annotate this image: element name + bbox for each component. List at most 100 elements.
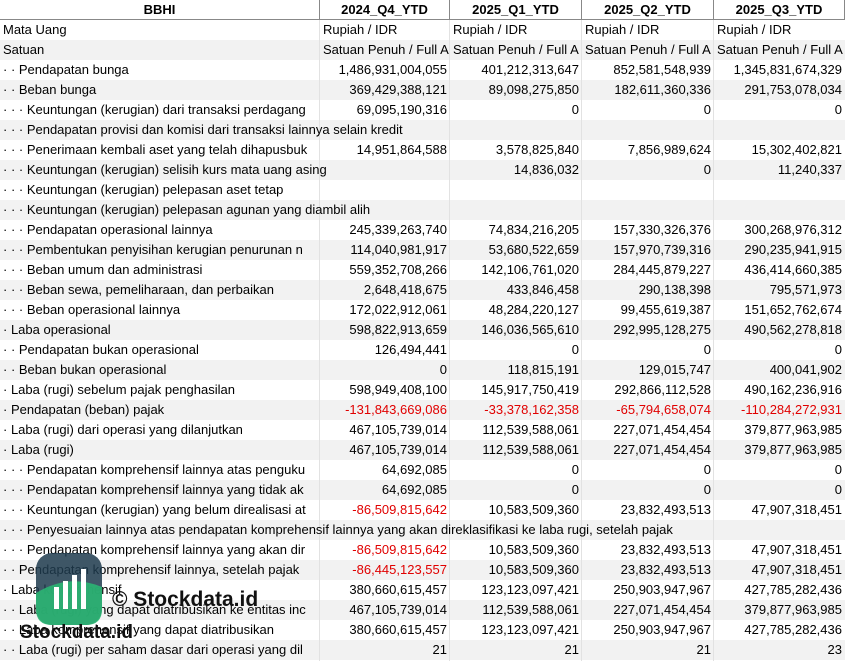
- value-cell: 129,015,747: [638, 362, 711, 377]
- header-cell: 2025_Q2_YTD: [582, 0, 714, 20]
- row-label: · · Beban bunga: [3, 82, 97, 97]
- row-label: · · · Keuntungan (kerugian) pelepasan ag…: [3, 202, 371, 217]
- table-row: · Pendapatan (beban) pajak -131,843,669,0…: [0, 400, 845, 420]
- value-cell: 172,022,912,061: [349, 302, 447, 317]
- header-row: BBHI 2024_Q4_YTD 2025_Q1_YTD 2025_Q2_YTD 202…: [0, 0, 845, 20]
- row-label: Mata Uang: [3, 22, 67, 37]
- row-label: · Laba operasional: [3, 322, 111, 337]
- value-cell: 795,571,973: [769, 282, 842, 297]
- value-cell: 290,235,941,915: [744, 242, 842, 257]
- value-cell: 21: [432, 642, 447, 657]
- value-cell: 0: [834, 462, 842, 477]
- value-cell: 10,583,509,360: [488, 562, 579, 577]
- value-cell: 123,123,097,421: [481, 582, 579, 597]
- value-cell: 467,105,739,014: [349, 422, 447, 437]
- value-cell: 379,877,963,985: [744, 422, 842, 437]
- row-label: · Laba (rugi): [3, 442, 74, 457]
- value-cell: 64,692,085: [381, 462, 447, 477]
- table-row: · · · Pendapatan komprehensif lainnya ya…: [0, 480, 845, 500]
- value-cell: -86,445,123,557: [352, 562, 447, 577]
- table-row: · Laba (rugi) dari operasi yang dilanjut…: [0, 420, 845, 440]
- value-cell: 380,660,615,457: [349, 582, 447, 597]
- value-cell: 380,660,615,457: [349, 622, 447, 637]
- value-cell: 69,095,190,316: [356, 102, 447, 117]
- value-cell: Satuan Penuh / Full A: [323, 42, 449, 57]
- value-cell: 284,445,879,227: [613, 262, 711, 277]
- table-row: Satuan Satuan Penuh / Full A Satuan Penuh …: [0, 40, 845, 60]
- value-cell: 436,414,660,385: [744, 262, 842, 277]
- value-cell: 157,970,739,316: [613, 242, 711, 257]
- value-cell: 182,611,360,336: [614, 82, 711, 97]
- value-cell: -110,284,272,931: [741, 402, 842, 417]
- value-cell: 290,138,398: [638, 282, 711, 297]
- value-cell: 379,877,963,985: [744, 602, 842, 617]
- row-label: · · Pendapatan bukan operasional: [3, 342, 199, 357]
- column-divider: [713, 20, 714, 661]
- table-row: · · · Pembentukan penyisihan kerugian pe…: [0, 240, 845, 260]
- value-cell: 490,562,278,818: [744, 322, 842, 337]
- value-cell: 47,907,318,451: [751, 542, 842, 557]
- value-cell: 0: [571, 482, 579, 497]
- value-cell: 118,815,191: [507, 362, 579, 377]
- value-cell: 1,486,931,004,055: [338, 62, 447, 77]
- value-cell: 23: [827, 642, 842, 657]
- value-cell: 467,105,739,014: [349, 602, 447, 617]
- value-cell: 74,834,216,205: [488, 222, 579, 237]
- value-cell: 14,951,864,588: [356, 142, 447, 157]
- value-cell: 852,581,548,939: [613, 62, 711, 77]
- table-row: · Laba (rugi) 467,105,739,014 112,539,588,…: [0, 440, 845, 460]
- value-cell: 21: [696, 642, 711, 657]
- value-cell: 250,903,947,967: [613, 622, 711, 637]
- value-cell: 427,785,282,436: [744, 582, 842, 597]
- value-cell: 23,832,493,513: [620, 542, 711, 557]
- row-label: · · Beban bukan operasional: [3, 362, 167, 377]
- value-cell: 0: [571, 102, 579, 117]
- row-label: · · Laba (rugi) per saham dasar dari ope…: [3, 642, 303, 657]
- value-cell: 433,846,458: [506, 282, 579, 297]
- row-label: · · · Keuntungan (kerugian) dari transak…: [3, 102, 306, 117]
- value-cell: 401,212,313,647: [481, 62, 579, 77]
- header-cell: 2025_Q3_YTD: [714, 0, 845, 20]
- value-cell: 292,866,112,528: [614, 382, 711, 397]
- row-label: · · · Pendapatan komprehensif lainnya ya…: [3, 482, 304, 497]
- value-cell: 114,040,981,917: [350, 242, 447, 257]
- row-label: · · · Penerimaan kembali aset yang telah…: [3, 142, 308, 157]
- column-divider: [319, 20, 320, 661]
- value-cell: 245,339,263,740: [349, 222, 447, 237]
- value-cell: 400,041,902: [769, 362, 842, 377]
- value-cell: Rupiah / IDR: [585, 22, 660, 37]
- header-cell: 2024_Q4_YTD: [320, 0, 450, 20]
- watermark-logo-text: Stockdata.id: [20, 622, 133, 643]
- table-row: · · · Pendapatan operasional lainnya 245,…: [0, 220, 845, 240]
- value-cell: 379,877,963,985: [744, 442, 842, 457]
- value-cell: 250,903,947,967: [613, 582, 711, 597]
- value-cell: Satuan Penuh / Full A: [717, 42, 843, 57]
- table-row: · · Beban bunga 369,429,388,121 89,098,275…: [0, 80, 845, 100]
- table-row: · · · Pendapatan komprehensif lainnya ya…: [0, 540, 845, 560]
- table-row: · · · Pendapatan komprehensif lainnya at…: [0, 460, 845, 480]
- value-cell: 11,240,337: [777, 162, 842, 177]
- value-cell: Rupiah / IDR: [717, 22, 792, 37]
- value-cell: 559,352,708,266: [349, 262, 447, 277]
- value-cell: 227,071,454,454: [613, 422, 711, 437]
- table-row: · · · Keuntungan (kerugian) dari transak…: [0, 100, 845, 120]
- table-row: · · Pendapatan komprehensif lainnya, set…: [0, 560, 845, 580]
- table-row: · · · Keuntungan (kerugian) pelepasan ag…: [0, 200, 845, 220]
- value-cell: Rupiah / IDR: [453, 22, 528, 37]
- value-cell: Rupiah / IDR: [323, 22, 398, 37]
- value-cell: 99,455,619,387: [620, 302, 711, 317]
- table-row: · · Beban bukan operasional 0 118,815,191 1…: [0, 360, 845, 380]
- table-row: · · · Beban umum dan administrasi 559,352…: [0, 260, 845, 280]
- value-cell: 0: [439, 362, 447, 377]
- value-cell: 23,832,493,513: [620, 502, 711, 517]
- value-cell: 48,284,220,127: [488, 302, 579, 317]
- value-cell: 15,302,402,821: [751, 142, 842, 157]
- row-label: · · Laba komprehensif yang dapat diatrib…: [3, 622, 274, 637]
- row-label: · · · Beban operasional lainnya: [3, 302, 181, 317]
- value-cell: 0: [571, 462, 579, 477]
- row-label: · · · Beban umum dan administrasi: [3, 262, 203, 277]
- table-row: · · · Beban sewa, pemeliharaan, dan perb…: [0, 280, 845, 300]
- value-cell: 126,494,441: [374, 342, 447, 357]
- watermark-brand: © Stockdata.id: [112, 588, 259, 611]
- value-cell: -33,378,162,358: [484, 402, 579, 417]
